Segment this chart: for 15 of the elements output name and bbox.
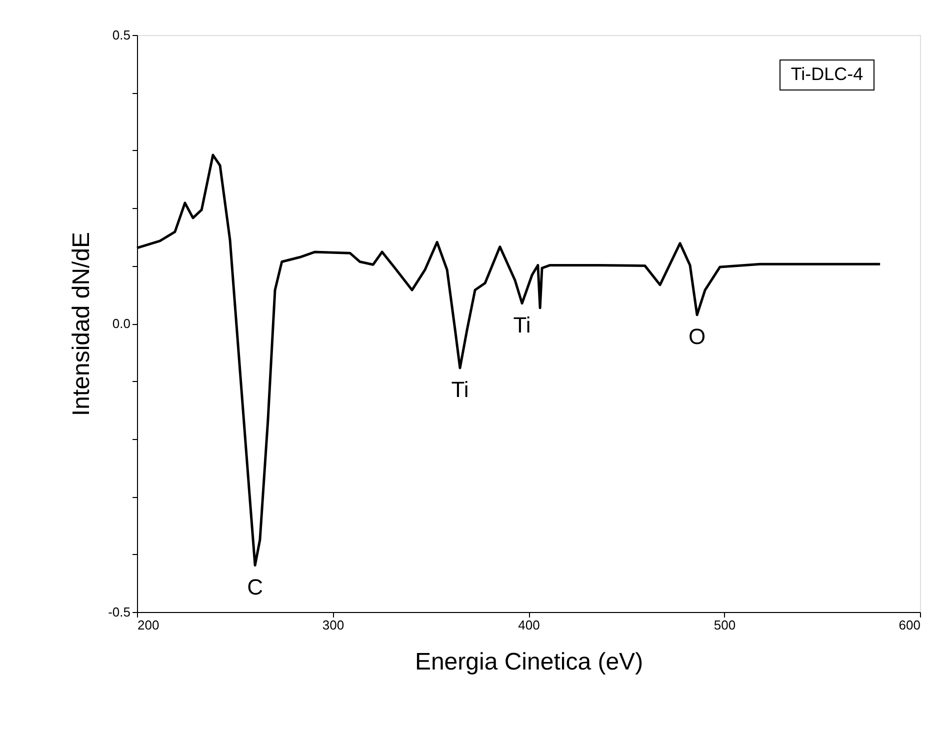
annotation: Ti: [513, 312, 531, 338]
y-tick-label: -0.5: [108, 604, 130, 620]
y-axis-title: Intensidad dN/dE: [68, 232, 96, 416]
y-tick-label: 0.5: [112, 28, 130, 42]
y-tick-label: 0.0: [112, 316, 130, 331]
annotation: O: [688, 324, 706, 349]
annotation: Ti-DLC-4: [790, 64, 864, 84]
annotation: C: [247, 574, 264, 600]
x-tick-label: 300: [322, 618, 344, 632]
x-tick-label: 500: [714, 618, 736, 632]
x-axis-title: Energia Cinetica (eV): [414, 648, 644, 676]
x-tick-label: 400: [518, 618, 540, 632]
x-tick-label: 600: [898, 618, 920, 632]
x-tick-label: 200: [138, 618, 160, 632]
annotation: Ti: [451, 376, 469, 402]
